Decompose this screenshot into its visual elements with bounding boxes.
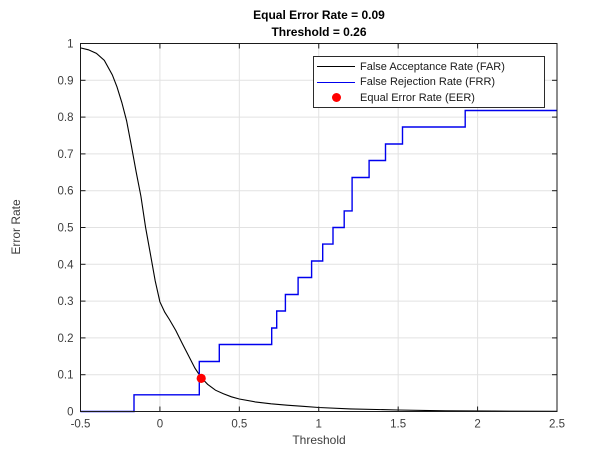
chart-title: Equal Error Rate = 0.09 Threshold = 0.26 [253, 7, 385, 42]
eer-marker [196, 373, 206, 383]
y-tick-label: 0.7 [58, 149, 74, 161]
x-tick-label: 2 [474, 419, 480, 431]
far-curve [80, 47, 558, 412]
eer-dot-icon [331, 93, 341, 103]
x-tick-label: 2.5 [549, 419, 565, 431]
chart-title-line2: Threshold = 0.26 [271, 25, 367, 40]
y-tick-label: 0.5 [58, 223, 74, 235]
y-axis-label: Error Rate [9, 199, 23, 255]
legend-box: False Acceptance Rate (FAR) False Reject… [313, 56, 545, 108]
y-tick-label: 0.8 [58, 112, 74, 124]
y-tick-label: 0.3 [58, 296, 74, 308]
far-line-icon [317, 66, 355, 68]
y-tick-label: 0.6 [58, 186, 74, 198]
legend-label-frr: False Rejection Rate (FRR) [360, 76, 496, 89]
x-tick-label: -0.5 [71, 419, 91, 431]
y-tick-label: 0.2 [58, 333, 74, 345]
legend-sample-frr [314, 81, 358, 83]
y-tick-label: 0.9 [58, 75, 74, 87]
x-axis-label: Threshold [292, 433, 346, 447]
x-tick-label: 0.5 [231, 419, 247, 431]
legend-item-far: False Acceptance Rate (FAR) [314, 59, 544, 75]
legend-label-far: False Acceptance Rate (FAR) [360, 60, 505, 73]
legend-sample-eer [314, 93, 358, 103]
legend-label-eer: Equal Error Rate (EER) [360, 91, 475, 104]
y-tick-label: 0.4 [58, 259, 75, 271]
frr-curve [80, 109, 557, 413]
legend-sample-far [314, 66, 358, 68]
legend-item-eer: Equal Error Rate (EER) [314, 90, 544, 106]
x-tick-label: 0 [157, 419, 163, 431]
chart-title-line1: Equal Error Rate = 0.09 [253, 8, 385, 22]
x-tick-label: 1.5 [390, 419, 406, 431]
frr-line-icon [317, 81, 355, 83]
y-tick-label: 0 [67, 407, 73, 419]
x-tick-label: 1 [316, 419, 322, 431]
legend-item-frr: False Rejection Rate (FRR) [314, 75, 544, 91]
y-tick-label: 0.1 [58, 370, 74, 382]
y-tick-label: 1 [67, 39, 73, 51]
